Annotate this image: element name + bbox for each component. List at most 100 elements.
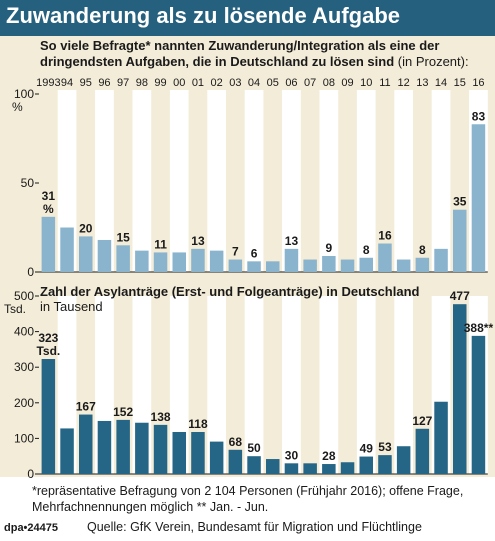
footnotes: *repräsentative Befragung von 2 104 Pers… xyxy=(32,483,492,515)
chart1-bar xyxy=(153,252,168,272)
chart2-bar xyxy=(135,422,149,474)
chart2-data-label: 152 xyxy=(113,405,133,419)
chart1-data-label: 31 xyxy=(42,189,56,203)
chart2-y-tick-label: 500 xyxy=(14,289,34,303)
chart2-data-label: 167 xyxy=(76,400,96,414)
page-title: Zuwanderung als zu lösende Aufgabe xyxy=(6,3,401,28)
chart1-category-label: 94 xyxy=(61,77,73,89)
chart1-bar xyxy=(135,250,149,272)
chart1-column-stripe xyxy=(169,90,189,272)
chart1-bar xyxy=(284,248,299,272)
chart2-data-label: 30 xyxy=(285,448,299,462)
chart1-column-stripe xyxy=(394,90,413,272)
chart1-category-label: 12 xyxy=(398,77,410,89)
chart1-bar xyxy=(415,257,430,272)
dpa-logo: dpa•24475 xyxy=(4,522,58,534)
chart1-data-label: 35 xyxy=(453,195,467,209)
chart2-y-tick-label: 0 xyxy=(27,467,34,480)
chart1-category-label: 05 xyxy=(267,77,279,89)
chart1-bar xyxy=(41,216,56,272)
chart2-bar xyxy=(172,431,186,474)
title-bar: Zuwanderung als zu lösende Aufgabe xyxy=(0,0,495,36)
chart2-data-label: 138 xyxy=(151,410,171,424)
chart1-bar xyxy=(191,248,205,272)
chart2-bar xyxy=(453,304,467,474)
chart1-category-label: 13 xyxy=(416,77,428,89)
chart2-column-stripe xyxy=(394,296,413,474)
chart1-category-label: 15 xyxy=(454,77,466,89)
chart2-bar xyxy=(434,401,448,474)
chart2-column-stripe xyxy=(319,296,339,474)
chart2-column-stripe xyxy=(207,296,226,474)
chart1-category-label: 98 xyxy=(136,77,148,89)
chart1-title: So viele Befragte* nannten Zuwanderung/I… xyxy=(40,38,488,70)
chart1-category-label: 06 xyxy=(285,77,297,89)
chart1-data-label: 11 xyxy=(154,237,167,251)
chart2-bar xyxy=(378,455,392,474)
chart1-column-stripe xyxy=(57,90,77,272)
chart2-bar xyxy=(266,459,280,474)
chart1-bar xyxy=(434,248,448,272)
chart1-category-label: 09 xyxy=(341,77,353,89)
chart2-column-stripe xyxy=(169,296,189,474)
chart1-data-label: 16 xyxy=(378,229,392,243)
chart1-bar xyxy=(116,245,130,272)
chart2-y-tick-label: 300 xyxy=(14,360,34,374)
chart1-category-label: 95 xyxy=(80,77,92,89)
chart1-category-label: 97 xyxy=(117,77,129,89)
chart2-column-stripe xyxy=(244,296,264,474)
chart1-column-stripe xyxy=(431,90,451,272)
chart1-y-tick-label: 50 xyxy=(21,176,35,190)
chart2-title: Zahl der Asylanträge (Erst- und Folgeant… xyxy=(40,284,470,314)
chart2-column-stripe xyxy=(282,296,301,474)
chart2-bar xyxy=(322,464,336,474)
chart1-y-tick-label: 0 xyxy=(27,265,34,279)
chart1-category-label: 04 xyxy=(248,77,260,89)
chart2-y-tick-label: 400 xyxy=(14,325,34,339)
chart2-bar xyxy=(471,335,486,474)
chart1-category-label: 10 xyxy=(360,77,372,89)
chart2-bar xyxy=(303,463,317,474)
chart1-bar xyxy=(79,236,93,272)
footnote-line-1: *repräsentative Befragung von 2 104 Pers… xyxy=(32,484,464,498)
chart2-bar xyxy=(153,424,168,474)
chart1-data-label: 15 xyxy=(116,230,130,244)
chart1-category-label: 99 xyxy=(154,77,166,89)
chart2-bar xyxy=(396,446,411,474)
chart1-bar xyxy=(266,261,280,272)
chart2-bar xyxy=(340,462,355,474)
chart1-bar xyxy=(471,124,486,272)
chart1-category-label: 08 xyxy=(323,77,335,89)
chart1-bar xyxy=(172,252,186,272)
chart2-bar xyxy=(209,441,224,474)
chart1-category-label: 96 xyxy=(98,77,110,89)
chart1-category-label: 02 xyxy=(211,77,223,89)
chart2-column-stripe xyxy=(356,296,376,474)
chart1-bar xyxy=(97,239,112,272)
chart1-bar xyxy=(340,259,355,272)
chart2-bar xyxy=(60,428,74,474)
chart1-category-label: 00 xyxy=(173,77,185,89)
chart1-column-stripe xyxy=(356,90,376,272)
chart1-data-label: 20 xyxy=(79,221,93,235)
chart1-category-label: 14 xyxy=(435,77,447,89)
chart1-data-label: 13 xyxy=(191,234,205,248)
chart2-bar xyxy=(191,431,205,474)
chart1-column-stripe xyxy=(282,90,301,272)
chart2-subtitle: in Tausend xyxy=(40,299,103,314)
chart2-bar xyxy=(116,419,130,474)
chart2-y-tick-label: 100 xyxy=(14,431,34,445)
chart1-title-unit: (in Prozent): xyxy=(397,54,469,69)
chart1-bar xyxy=(359,257,373,272)
chart2-data-label: 477 xyxy=(450,289,470,303)
chart1-bar xyxy=(209,250,224,272)
chart1-column-stripe xyxy=(319,90,339,272)
chart2-bar xyxy=(228,449,243,474)
chart2-data-label: 127 xyxy=(412,414,432,428)
chart1-bar xyxy=(396,259,411,272)
chart2-data-label: 50 xyxy=(247,441,261,455)
chart2-bar xyxy=(97,420,112,474)
chart2-bar xyxy=(247,456,261,474)
chart1-data-label: 9 xyxy=(326,241,333,255)
